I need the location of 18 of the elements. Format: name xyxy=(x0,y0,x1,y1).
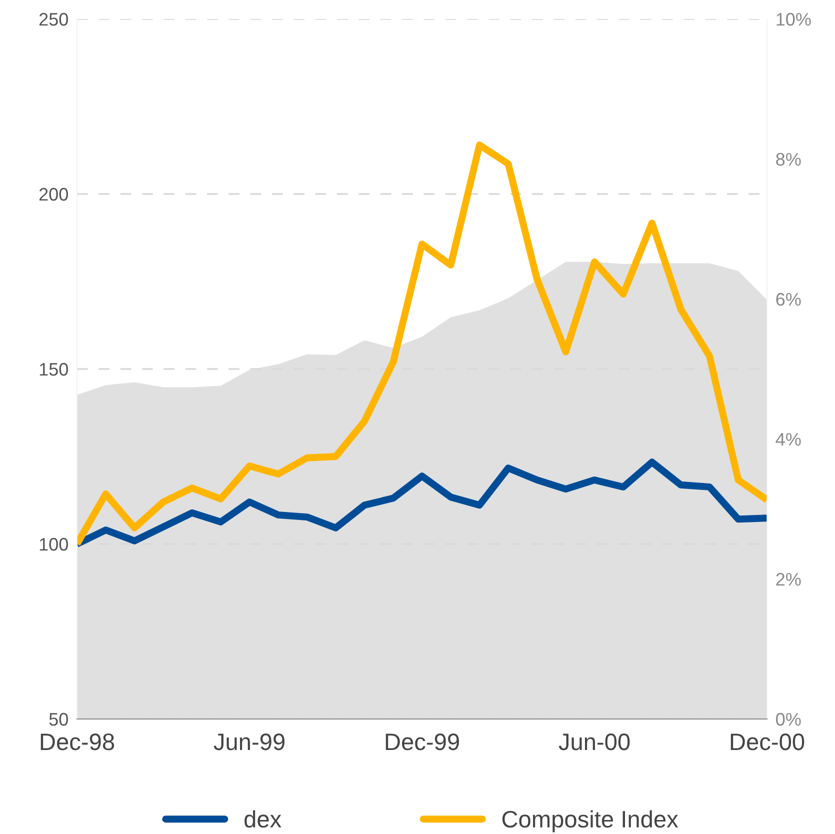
x-tick-label: Dec-98 xyxy=(40,734,114,750)
y-tick-label: 150 xyxy=(40,362,68,376)
legend-label: dex xyxy=(244,810,282,828)
y2-tick-label: 4% xyxy=(776,433,801,446)
legend-label: Composite Index xyxy=(502,810,678,832)
x-tick-label: Dec-00 xyxy=(730,734,804,750)
y2-tick-label: 2% xyxy=(776,572,801,586)
x-tick-label: Jun-00 xyxy=(558,734,630,750)
x-tick-label: Dec-99 xyxy=(386,734,459,750)
y-tick-label: 100 xyxy=(40,538,68,551)
y2-tick-label: 8% xyxy=(776,152,801,166)
y2-tick-label: 10% xyxy=(776,12,811,26)
y-tick-label: 50 xyxy=(49,712,68,726)
y-tick-label: 200 xyxy=(39,188,68,201)
y2-tick-label: 0% xyxy=(776,712,801,726)
y-tick-label: 250 xyxy=(39,12,68,26)
y2-tick-label: 6% xyxy=(776,292,801,306)
x-tick-label: Jun-99 xyxy=(214,734,284,750)
